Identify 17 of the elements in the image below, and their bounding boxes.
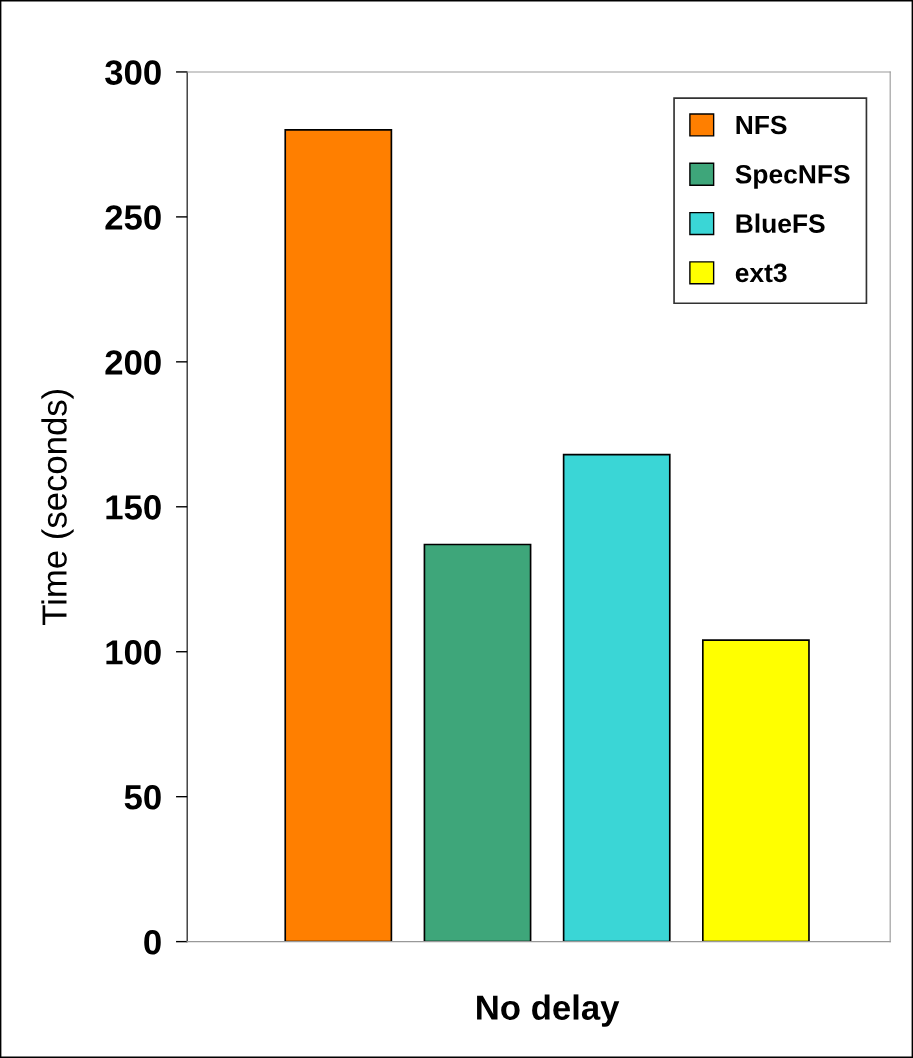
- bar: [562, 453, 671, 942]
- y-axis-title: Time (seconds): [41, 389, 74, 625]
- y-tick-label: 50: [124, 785, 161, 810]
- y-tick-label: 250: [105, 205, 161, 230]
- y-tick-label: 150: [106, 495, 161, 520]
- y-tick-label: 300: [105, 60, 161, 85]
- y-tick-label: 200: [105, 350, 161, 375]
- legend-label: ext3: [735, 263, 787, 283]
- y-tick-label: 100: [106, 640, 161, 665]
- legend-label: SpecNFS: [735, 164, 850, 189]
- legend-label: BlueFS: [736, 213, 825, 233]
- legend-label: NFS: [736, 115, 787, 135]
- x-tick-label: No delay: [477, 994, 620, 1027]
- bar: [423, 543, 532, 942]
- bar: [701, 639, 810, 942]
- y-tick-label: 0: [144, 929, 161, 955]
- bar: [284, 129, 393, 942]
